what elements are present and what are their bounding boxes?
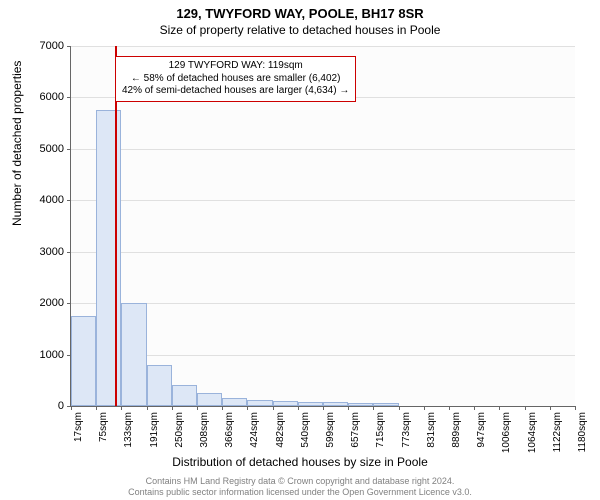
xtick-label: 75sqm bbox=[98, 412, 109, 442]
annotation-line2: ← 58% of detached houses are smaller (6,… bbox=[122, 73, 349, 86]
ytick-label: 0 bbox=[24, 400, 64, 412]
attribution: Contains HM Land Registry data © Crown c… bbox=[0, 476, 600, 498]
histogram-bar bbox=[348, 403, 373, 406]
xtick-label: 1180sqm bbox=[577, 412, 588, 452]
histogram-bar bbox=[172, 385, 197, 406]
xtick-label: 889sqm bbox=[451, 412, 462, 448]
xtick-label: 250sqm bbox=[174, 412, 185, 448]
xtick-label: 133sqm bbox=[123, 412, 134, 448]
xtick-label: 17sqm bbox=[73, 412, 84, 442]
xtick-mark bbox=[399, 406, 400, 410]
histogram-bar bbox=[247, 400, 272, 406]
xtick-label: 540sqm bbox=[300, 412, 311, 448]
xtick-mark bbox=[348, 406, 349, 410]
xtick-mark bbox=[298, 406, 299, 410]
ytick-mark bbox=[67, 149, 71, 150]
gridline bbox=[71, 200, 575, 201]
gridline bbox=[71, 303, 575, 304]
xtick-label: 1064sqm bbox=[527, 412, 538, 453]
xtick-label: 831sqm bbox=[426, 412, 437, 448]
xtick-label: 424sqm bbox=[249, 412, 260, 448]
ytick-label: 5000 bbox=[24, 143, 64, 155]
plot-area: 129 TWYFORD WAY: 119sqm ← 58% of detache… bbox=[70, 46, 575, 407]
xtick-label: 308sqm bbox=[199, 412, 210, 448]
title-main: 129, TWYFORD WAY, POOLE, BH17 8SR bbox=[0, 0, 600, 21]
attribution-line1: Contains HM Land Registry data © Crown c… bbox=[0, 476, 600, 487]
histogram-bar bbox=[96, 110, 121, 406]
xtick-mark bbox=[197, 406, 198, 410]
xtick-mark bbox=[71, 406, 72, 410]
ytick-label: 2000 bbox=[24, 297, 64, 309]
xtick-mark bbox=[373, 406, 374, 410]
ytick-label: 4000 bbox=[24, 194, 64, 206]
annotation-line3: 42% of semi-detached houses are larger (… bbox=[122, 85, 349, 98]
xtick-mark bbox=[449, 406, 450, 410]
histogram-bar bbox=[71, 316, 96, 406]
xtick-mark bbox=[96, 406, 97, 410]
xtick-label: 947sqm bbox=[476, 412, 487, 448]
histogram-bar bbox=[197, 393, 222, 406]
xtick-mark bbox=[323, 406, 324, 410]
gridline bbox=[71, 46, 575, 47]
y-axis-label: Number of detached properties bbox=[10, 61, 24, 226]
chart-container: 129, TWYFORD WAY, POOLE, BH17 8SR Size o… bbox=[0, 0, 600, 500]
xtick-label: 366sqm bbox=[224, 412, 235, 448]
xtick-label: 657sqm bbox=[350, 412, 361, 448]
title-sub: Size of property relative to detached ho… bbox=[0, 21, 600, 37]
ytick-label: 6000 bbox=[24, 91, 64, 103]
histogram-bar bbox=[298, 402, 323, 406]
xtick-label: 482sqm bbox=[275, 412, 286, 448]
xtick-mark bbox=[172, 406, 173, 410]
xtick-label: 1122sqm bbox=[552, 412, 563, 452]
histogram-bar bbox=[373, 403, 398, 406]
gridline bbox=[71, 149, 575, 150]
ytick-label: 7000 bbox=[24, 40, 64, 52]
ytick-mark bbox=[67, 46, 71, 47]
ytick-mark bbox=[67, 97, 71, 98]
xtick-mark bbox=[424, 406, 425, 410]
annotation-box: 129 TWYFORD WAY: 119sqm ← 58% of detache… bbox=[115, 56, 356, 102]
gridline bbox=[71, 355, 575, 356]
xtick-mark bbox=[147, 406, 148, 410]
xtick-mark bbox=[550, 406, 551, 410]
annotation-line1: 129 TWYFORD WAY: 119sqm bbox=[122, 60, 349, 73]
xtick-label: 715sqm bbox=[375, 412, 386, 448]
xtick-label: 1006sqm bbox=[501, 412, 512, 453]
xtick-mark bbox=[499, 406, 500, 410]
xtick-mark bbox=[525, 406, 526, 410]
histogram-bar bbox=[323, 402, 348, 406]
x-axis-label: Distribution of detached houses by size … bbox=[0, 455, 600, 469]
histogram-bar bbox=[222, 398, 247, 406]
xtick-mark bbox=[222, 406, 223, 410]
xtick-label: 773sqm bbox=[401, 412, 412, 448]
ytick-label: 3000 bbox=[24, 246, 64, 258]
histogram-bar bbox=[273, 401, 298, 406]
ytick-mark bbox=[67, 252, 71, 253]
xtick-mark bbox=[247, 406, 248, 410]
gridline bbox=[71, 252, 575, 253]
xtick-mark bbox=[474, 406, 475, 410]
xtick-label: 191sqm bbox=[149, 412, 160, 448]
histogram-bar bbox=[121, 303, 146, 406]
xtick-mark bbox=[273, 406, 274, 410]
ytick-mark bbox=[67, 200, 71, 201]
histogram-bar bbox=[147, 365, 172, 406]
xtick-mark bbox=[121, 406, 122, 410]
attribution-line2: Contains public sector information licen… bbox=[0, 487, 600, 498]
xtick-mark bbox=[575, 406, 576, 410]
xtick-label: 599sqm bbox=[325, 412, 336, 448]
ytick-label: 1000 bbox=[24, 349, 64, 361]
ytick-mark bbox=[67, 303, 71, 304]
